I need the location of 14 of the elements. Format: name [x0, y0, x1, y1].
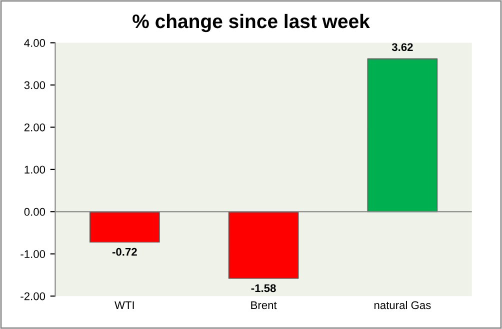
x-tick-label: Brent: [251, 301, 277, 310]
data-label: 3.62: [392, 43, 413, 52]
y-tick-label: 1.00: [24, 166, 46, 174]
data-label: -1.58: [251, 284, 276, 292]
x-tick-label: WTI: [114, 301, 134, 310]
y-tick-label: -1.00: [20, 250, 46, 258]
y-tick-label: 2.00: [24, 123, 46, 132]
y-tick-label: -2.00: [20, 292, 46, 300]
chart-title: % change since last week: [132, 14, 370, 32]
data-label: -0.72: [112, 248, 137, 256]
x-tick-label: natural Gas: [374, 300, 431, 310]
y-tick-label: 0.00: [24, 208, 46, 216]
y-tick-label: 4.00: [24, 39, 46, 47]
y-tick-label: 3.00: [24, 81, 46, 90]
